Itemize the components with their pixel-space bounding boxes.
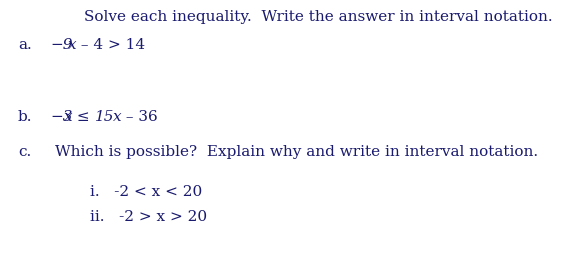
Text: ≤: ≤: [72, 110, 94, 124]
Text: x: x: [64, 110, 73, 124]
Text: x: x: [68, 38, 77, 52]
Text: ii.   -2 > x > 20: ii. -2 > x > 20: [90, 210, 207, 224]
Text: – 4 > 14: – 4 > 14: [76, 38, 145, 52]
Text: b.: b.: [18, 110, 32, 124]
Text: −3: −3: [50, 110, 72, 124]
Text: – 36: – 36: [121, 110, 158, 124]
Text: 15: 15: [95, 110, 114, 124]
Text: Solve each inequality.  Write the answer in interval notation.: Solve each inequality. Write the answer …: [84, 10, 553, 24]
Text: x: x: [113, 110, 122, 124]
Text: a.: a.: [18, 38, 32, 52]
Text: −9: −9: [50, 38, 72, 52]
Text: Which is possible?  Explain why and write in interval notation.: Which is possible? Explain why and write…: [55, 145, 538, 159]
Text: i.   -2 < x < 20: i. -2 < x < 20: [90, 185, 202, 199]
Text: c.: c.: [18, 145, 31, 159]
